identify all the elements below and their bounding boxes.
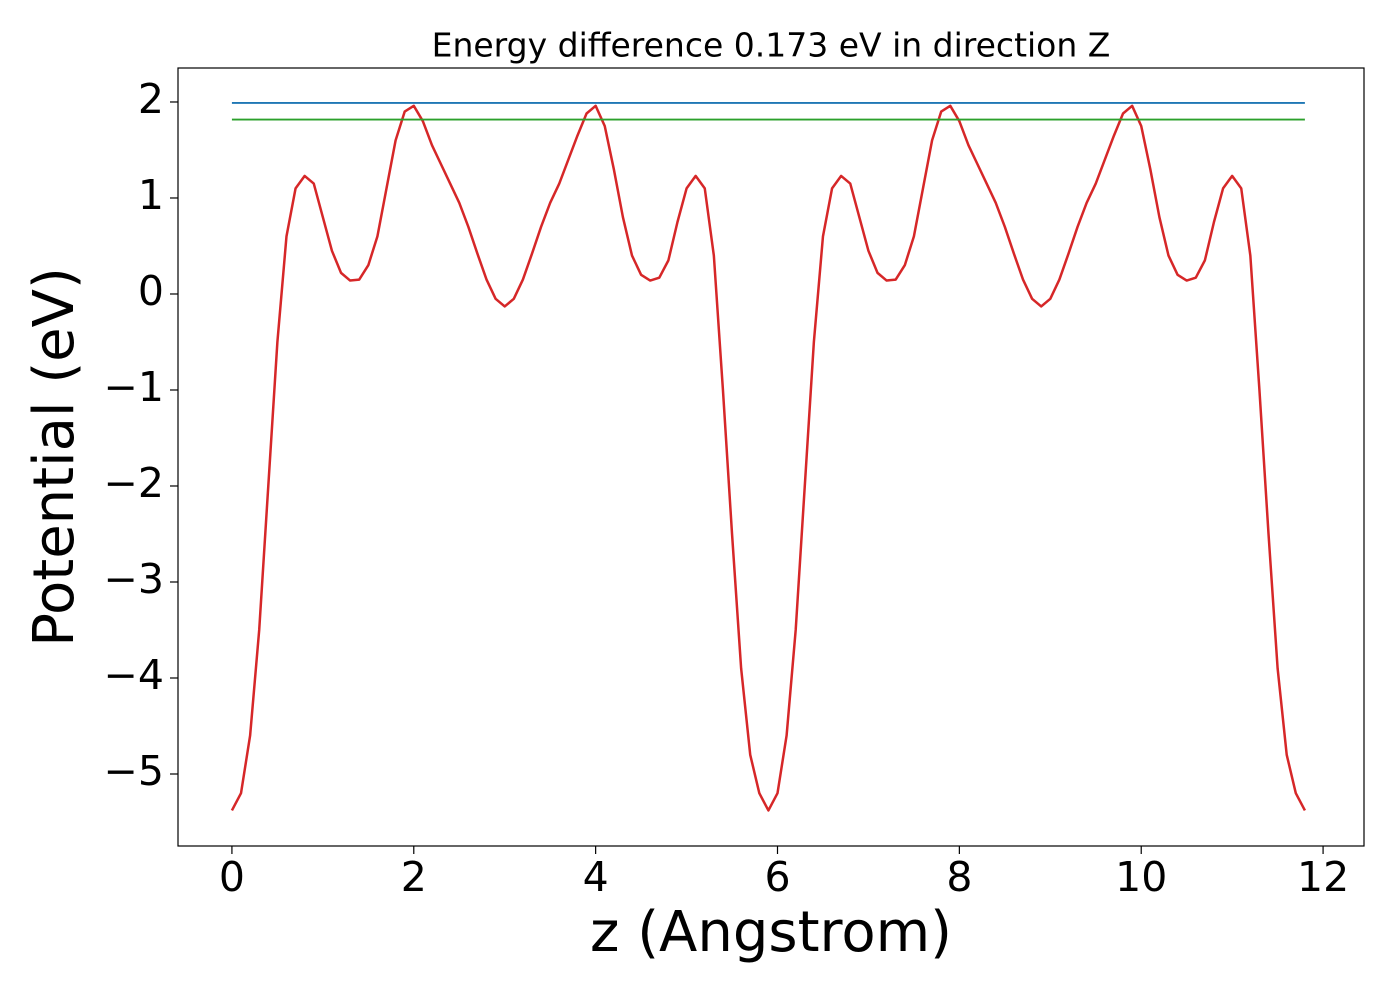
y-tick-label: 0 (138, 267, 164, 315)
x-axis-label: z (Angstrom) (590, 900, 952, 965)
x-tick-label: 2 (401, 853, 427, 901)
y-axis-label: Potential (eV) (22, 267, 87, 647)
y-tick-label: −5 (104, 747, 164, 795)
y-tick-label: 2 (138, 75, 164, 123)
line-series (230, 104, 1307, 812)
y-tick-label: −1 (104, 363, 164, 411)
y-tick-label: −4 (104, 651, 164, 699)
x-tick-label: 6 (764, 853, 790, 901)
x-tick-label: 10 (1115, 853, 1167, 901)
y-tick-label: 1 (138, 171, 164, 219)
x-tick-label: 8 (946, 853, 972, 901)
chart-title: Energy difference 0.173 eV in direction … (432, 26, 1111, 65)
plot-frame (177, 67, 1365, 847)
y-tick-label: −2 (104, 459, 164, 507)
y-tick-label: −3 (104, 555, 164, 603)
x-tick-label: 0 (219, 853, 245, 901)
x-tick-label: 4 (583, 853, 609, 901)
x-tick-label: 12 (1297, 853, 1349, 901)
